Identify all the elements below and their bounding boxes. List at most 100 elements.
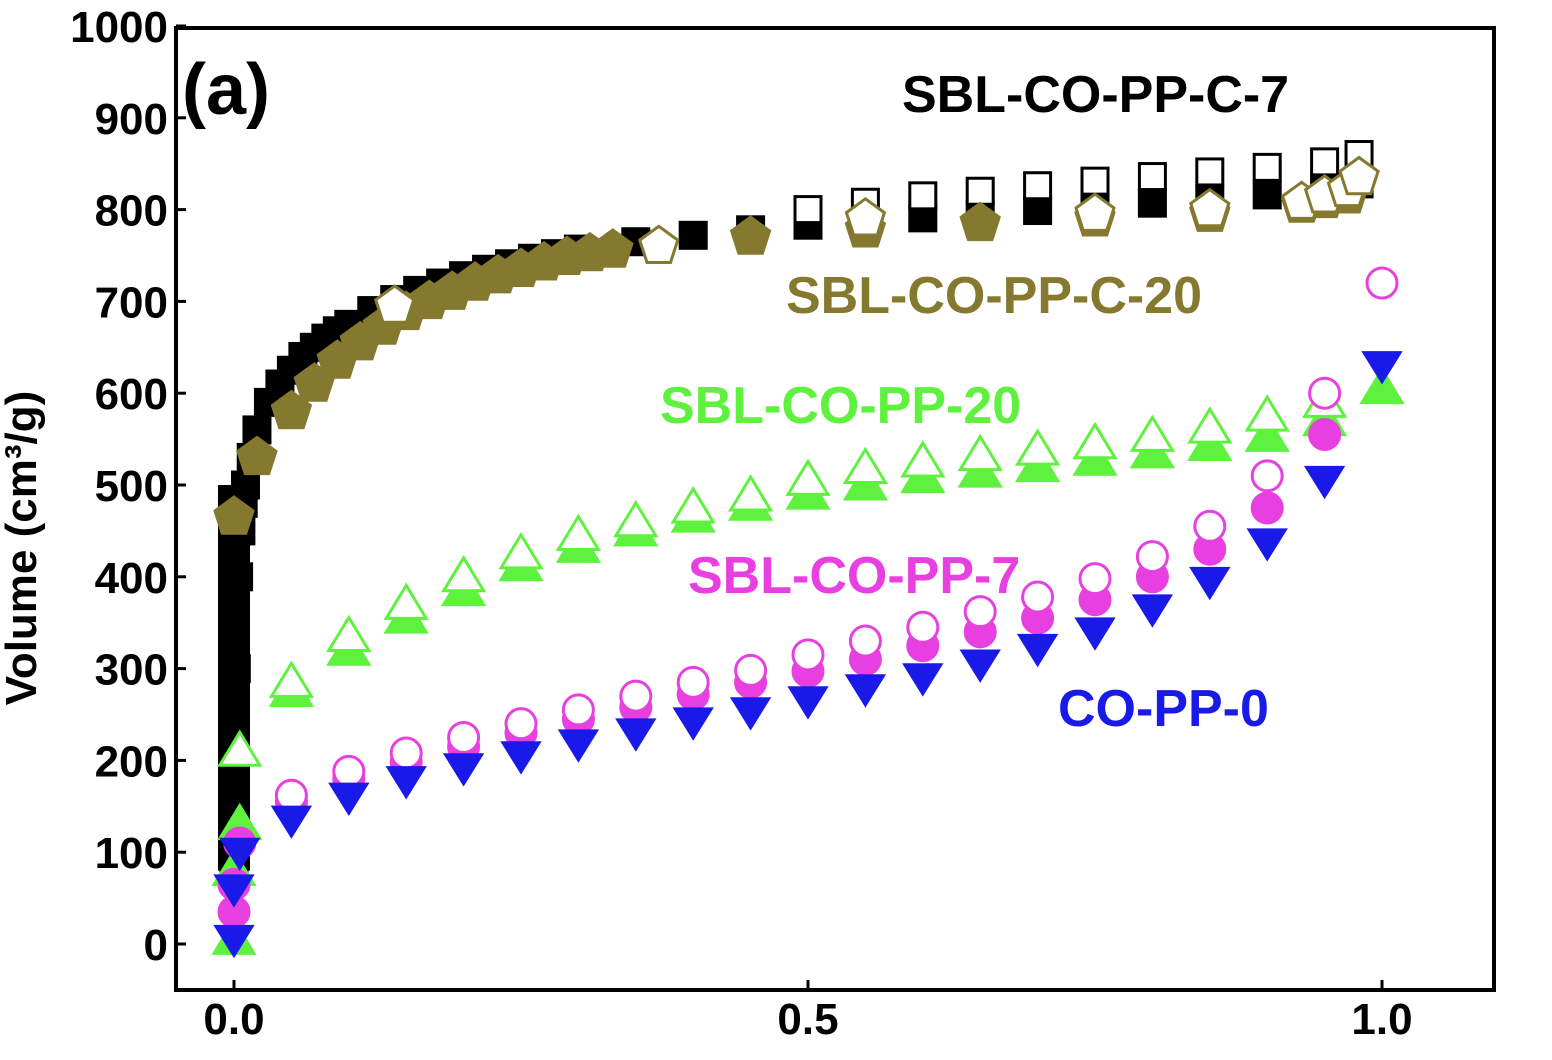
y-tick-label: 0 bbox=[144, 921, 168, 970]
series-co-pp-0 bbox=[213, 351, 1403, 959]
series-label-sbl-co-pp-7: SBL-CO-PP-7 bbox=[688, 547, 1020, 605]
series-sbl-co-pp-c-20 bbox=[213, 155, 1380, 535]
desorption-point bbox=[791, 638, 825, 672]
x-tick-label: 0.0 bbox=[203, 995, 264, 1044]
desorption-point bbox=[670, 486, 716, 524]
desorption-point bbox=[1014, 428, 1061, 466]
adsorption-point bbox=[1308, 418, 1342, 452]
adsorption-point bbox=[844, 674, 887, 708]
desorption-point bbox=[963, 595, 997, 629]
desorption-point bbox=[906, 610, 940, 644]
desorption-point bbox=[1080, 166, 1110, 196]
series-layer bbox=[211, 140, 1405, 959]
adsorption-point bbox=[1303, 465, 1346, 500]
desorption-point bbox=[727, 474, 774, 512]
y-tick-label: 900 bbox=[95, 95, 168, 144]
desorption-point bbox=[561, 693, 595, 727]
adsorption-point bbox=[224, 562, 254, 592]
desorption-point bbox=[1308, 376, 1342, 410]
desorption-point bbox=[1365, 266, 1399, 300]
adsorption-point bbox=[1250, 491, 1284, 525]
adsorption-point bbox=[615, 718, 657, 752]
desorption-point bbox=[734, 653, 768, 687]
adsorption-point bbox=[678, 220, 708, 250]
adsorption-point bbox=[1131, 594, 1174, 628]
desorption-point bbox=[1252, 152, 1282, 182]
adsorption-point bbox=[213, 924, 255, 959]
adsorption-point bbox=[219, 837, 261, 872]
adsorption-point bbox=[592, 228, 634, 268]
desorption-point bbox=[1338, 155, 1380, 196]
adsorption-point bbox=[787, 686, 829, 720]
x-tick-label: 0.5 bbox=[777, 995, 838, 1044]
desorption-point bbox=[1129, 414, 1176, 452]
desorption-point bbox=[1250, 459, 1284, 493]
desorption-point bbox=[676, 665, 710, 699]
series-label-sbl-co-pp-c-20: SBL-CO-PP-C-20 bbox=[786, 267, 1202, 325]
desorption-point bbox=[1072, 421, 1118, 460]
adsorption-point bbox=[385, 766, 427, 800]
adsorption-point bbox=[270, 389, 313, 430]
adsorption-point bbox=[1359, 366, 1405, 405]
series-label-sbl-co-pp-c-7: SBL-CO-PP-C-7 bbox=[902, 66, 1289, 124]
y-axis-title: Volume (cm³/g) bbox=[0, 391, 46, 706]
adsorption-point bbox=[729, 697, 772, 731]
desorption-point bbox=[389, 736, 423, 770]
y-tick-label: 1000 bbox=[70, 3, 168, 52]
adsorption-point bbox=[230, 470, 260, 500]
desorption-point bbox=[1189, 187, 1231, 228]
desorption-point bbox=[504, 707, 538, 741]
desorption-point bbox=[1310, 147, 1340, 177]
desorption-point bbox=[447, 720, 481, 754]
adsorption-point bbox=[213, 495, 255, 535]
adsorption-point bbox=[221, 654, 251, 684]
adsorption-point bbox=[1361, 351, 1403, 385]
adsorption-point bbox=[672, 707, 714, 741]
y-tick-label: 500 bbox=[95, 462, 168, 511]
desorption-point bbox=[268, 660, 315, 698]
desorption-point bbox=[1021, 580, 1055, 614]
desorption-point bbox=[965, 176, 995, 206]
desorption-point bbox=[1195, 157, 1225, 187]
adsorption-point bbox=[500, 741, 542, 775]
desorption-point bbox=[217, 729, 263, 767]
desorption-point bbox=[1187, 406, 1233, 444]
desorption-point bbox=[908, 181, 938, 211]
desorption-point bbox=[373, 284, 416, 324]
desorption-point bbox=[900, 440, 946, 478]
adsorption-point bbox=[1023, 196, 1053, 226]
desorption-point bbox=[637, 224, 680, 264]
adsorption-point bbox=[1074, 617, 1116, 651]
y-tick-label: 600 bbox=[95, 370, 168, 419]
y-tick-label: 100 bbox=[95, 829, 168, 878]
y-tick-labels: 0 100 200 300 400 500 600 700 800 900 1000 bbox=[70, 3, 168, 970]
adsorption-point bbox=[557, 729, 600, 763]
desorption-point bbox=[440, 554, 487, 593]
plot-frame bbox=[174, 26, 1496, 992]
desorption-point bbox=[555, 513, 602, 551]
desorption-point bbox=[1193, 509, 1227, 543]
desorption-point bbox=[1023, 171, 1053, 201]
adsorption-point bbox=[213, 874, 255, 908]
desorption-point bbox=[848, 624, 882, 658]
adsorption-point bbox=[1252, 180, 1282, 210]
panel-label: (a) bbox=[182, 50, 270, 130]
adsorption-point bbox=[959, 201, 1001, 242]
desorption-point bbox=[957, 433, 1003, 472]
adsorption-point bbox=[1244, 414, 1290, 452]
desorption-point bbox=[1074, 192, 1116, 232]
desorption-point bbox=[1137, 162, 1167, 192]
adsorption-point bbox=[902, 663, 944, 697]
desorption-point bbox=[1135, 540, 1169, 574]
adsorption-point bbox=[328, 782, 370, 816]
y-tick-label: 300 bbox=[95, 646, 168, 695]
x-tick-labels: 0.0 0.5 1.0 bbox=[203, 995, 1412, 1044]
adsorption-point bbox=[729, 215, 772, 255]
desorption-point bbox=[785, 458, 831, 496]
desorption-point bbox=[793, 195, 823, 225]
adsorption-point bbox=[1137, 188, 1167, 218]
desorption-point bbox=[332, 754, 366, 788]
desorption-point bbox=[842, 446, 889, 484]
series-label-sbl-co-pp-20: SBL-CO-PP-20 bbox=[660, 377, 1021, 435]
series-label-co-pp-0: CO-PP-0 bbox=[1058, 680, 1269, 738]
